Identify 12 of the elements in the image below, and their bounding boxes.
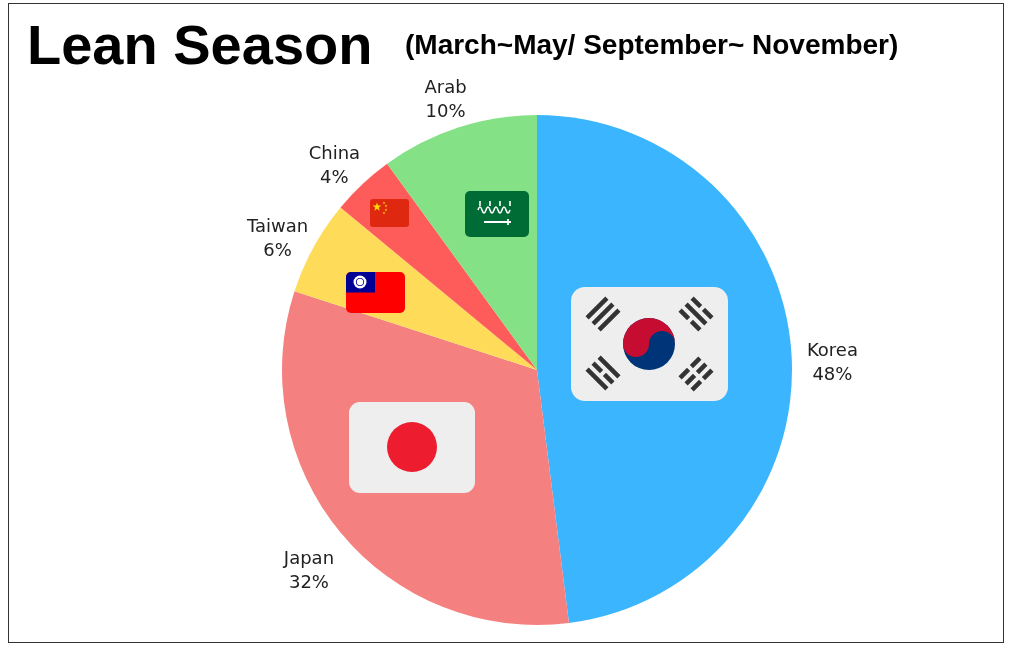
data-label: 32% [288,570,329,592]
chart-subtitle: (March~May/ September~ November) [405,29,899,60]
slice-label: China [308,142,361,164]
slice-label: Taiwan [246,215,309,237]
data-label: 6% [263,239,292,261]
data-label: 48% [812,363,853,385]
data-label: 10% [425,100,466,122]
slice-label: Japan [282,546,335,568]
chart-title: Lean Season [27,13,373,76]
slice-label: Arab [424,76,467,98]
slice-label: Korea [806,339,858,361]
data-label: 4% [320,166,349,188]
